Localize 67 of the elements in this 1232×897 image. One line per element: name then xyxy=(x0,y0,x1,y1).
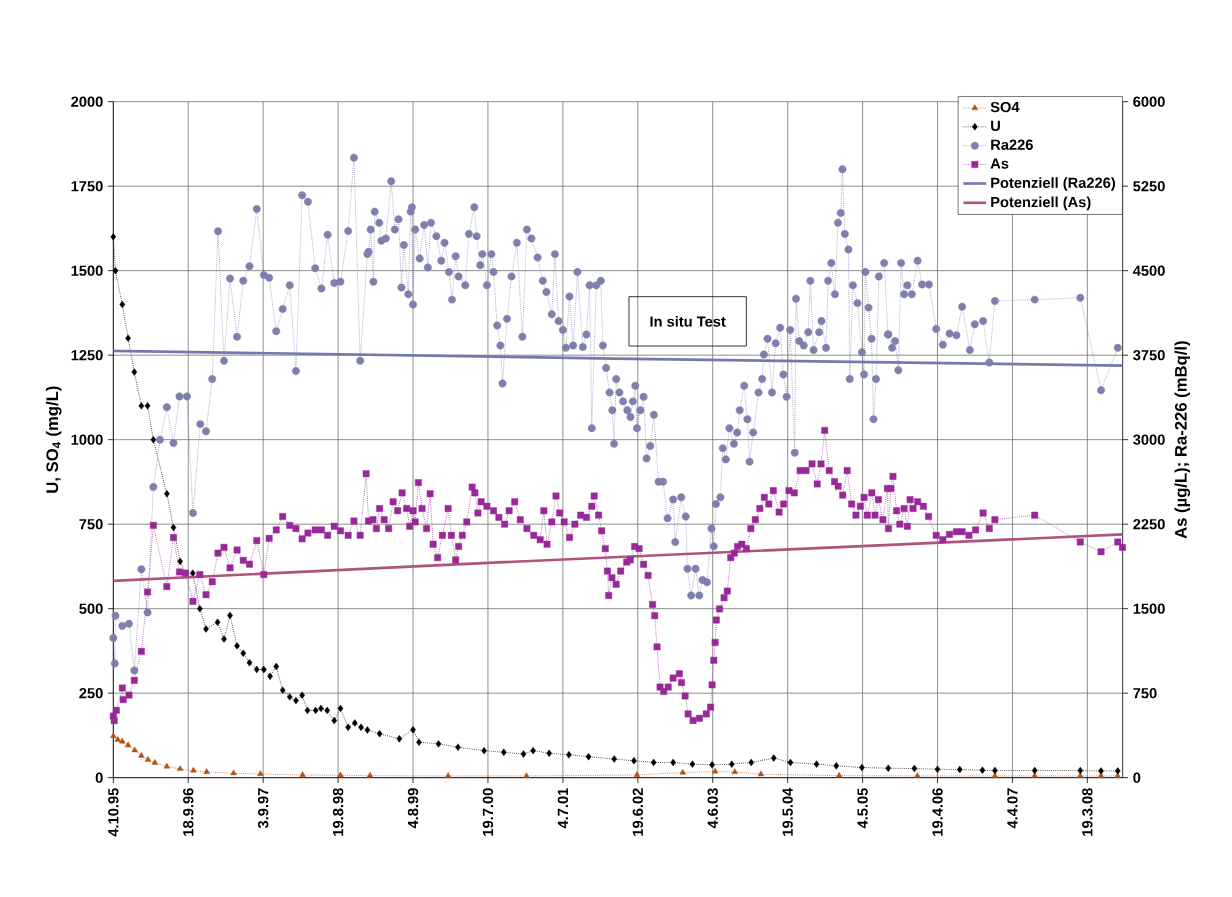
point xyxy=(711,767,719,774)
x-tick-label: 4.4.07 xyxy=(1007,788,1018,829)
x-tick-label: 19.4.06 xyxy=(932,788,943,836)
y-tick-label: 500 xyxy=(79,603,103,614)
x-tick-label: 4.8.99 xyxy=(407,788,419,829)
point xyxy=(337,771,344,778)
point xyxy=(731,768,738,774)
legend-label: As xyxy=(990,158,1009,169)
point xyxy=(114,736,122,742)
x-tick-label: 19.6.02 xyxy=(632,788,643,836)
point xyxy=(257,770,264,776)
y-tick-label: 1750 xyxy=(71,180,103,192)
y2-tick-label: 3750 xyxy=(1133,349,1165,361)
y2-tick-label: 0 xyxy=(1133,772,1141,783)
x-tick-label: 4.5.05 xyxy=(857,788,868,829)
point xyxy=(366,771,374,778)
x-tick-label: 19.3.08 xyxy=(1082,788,1093,836)
point xyxy=(110,732,117,739)
point xyxy=(203,768,210,774)
legend-label: Potenziell (Ra226) xyxy=(991,177,1115,191)
x-tick-label: 19.5.04 xyxy=(782,787,793,836)
y2-tick-label: 5250 xyxy=(1133,180,1165,192)
y-tick-label: 2000 xyxy=(71,96,103,107)
x-tick-label: 3.9.97 xyxy=(258,788,269,829)
point xyxy=(679,768,686,775)
point xyxy=(124,741,132,748)
y2-tick-label: 750 xyxy=(1133,687,1157,699)
x-tick-label: 4.6.03 xyxy=(707,788,718,829)
y-axis-title: U, SO$_{4}$ (mg/L) xyxy=(45,386,62,493)
point xyxy=(163,762,171,769)
x-tick-label: 4.10.95 xyxy=(108,788,119,837)
point xyxy=(190,766,197,773)
point xyxy=(633,771,641,777)
legend-label: Potenziell (As) xyxy=(991,196,1091,211)
point xyxy=(444,772,452,778)
legend-label: Ra226 xyxy=(991,139,1033,150)
y-tick-label: 1000 xyxy=(71,434,103,445)
x-tick-label: 19.8.98 xyxy=(332,788,344,836)
point xyxy=(176,765,184,771)
x-tick-label: 4.7.01 xyxy=(557,788,569,829)
annotation: In situ Test xyxy=(650,315,726,327)
point xyxy=(131,746,138,753)
point xyxy=(299,771,306,777)
point xyxy=(119,737,126,744)
point xyxy=(151,759,159,765)
y-tick-label: 1500 xyxy=(71,265,103,276)
y2-tick-label: 6000 xyxy=(1133,96,1165,107)
point xyxy=(230,769,237,776)
y-tick-label: 750 xyxy=(79,518,103,530)
point xyxy=(836,771,843,778)
x-tick-label: 18.9.96 xyxy=(183,788,194,836)
y2-tick-label: 4500 xyxy=(1132,265,1165,276)
x-tick-label: 19.7.00 xyxy=(482,788,494,836)
point xyxy=(144,756,152,762)
y2-axis-title: As (µg/L); Ra-226 (mBq/l) xyxy=(1174,341,1191,539)
point xyxy=(757,770,765,777)
y2-tick-label: 3000 xyxy=(1133,434,1165,445)
y-tick-label: 0 xyxy=(95,772,103,783)
y-tick-label: 250 xyxy=(79,687,103,699)
point xyxy=(914,772,921,778)
y2-tick-label: 1500 xyxy=(1133,603,1165,614)
legend-label: SO4 xyxy=(990,101,1020,113)
legend-label: U xyxy=(991,120,1000,132)
point xyxy=(138,752,145,758)
y-tick-label: 1250 xyxy=(71,349,103,361)
point xyxy=(523,772,530,778)
y2-tick-label: 2250 xyxy=(1133,518,1165,530)
